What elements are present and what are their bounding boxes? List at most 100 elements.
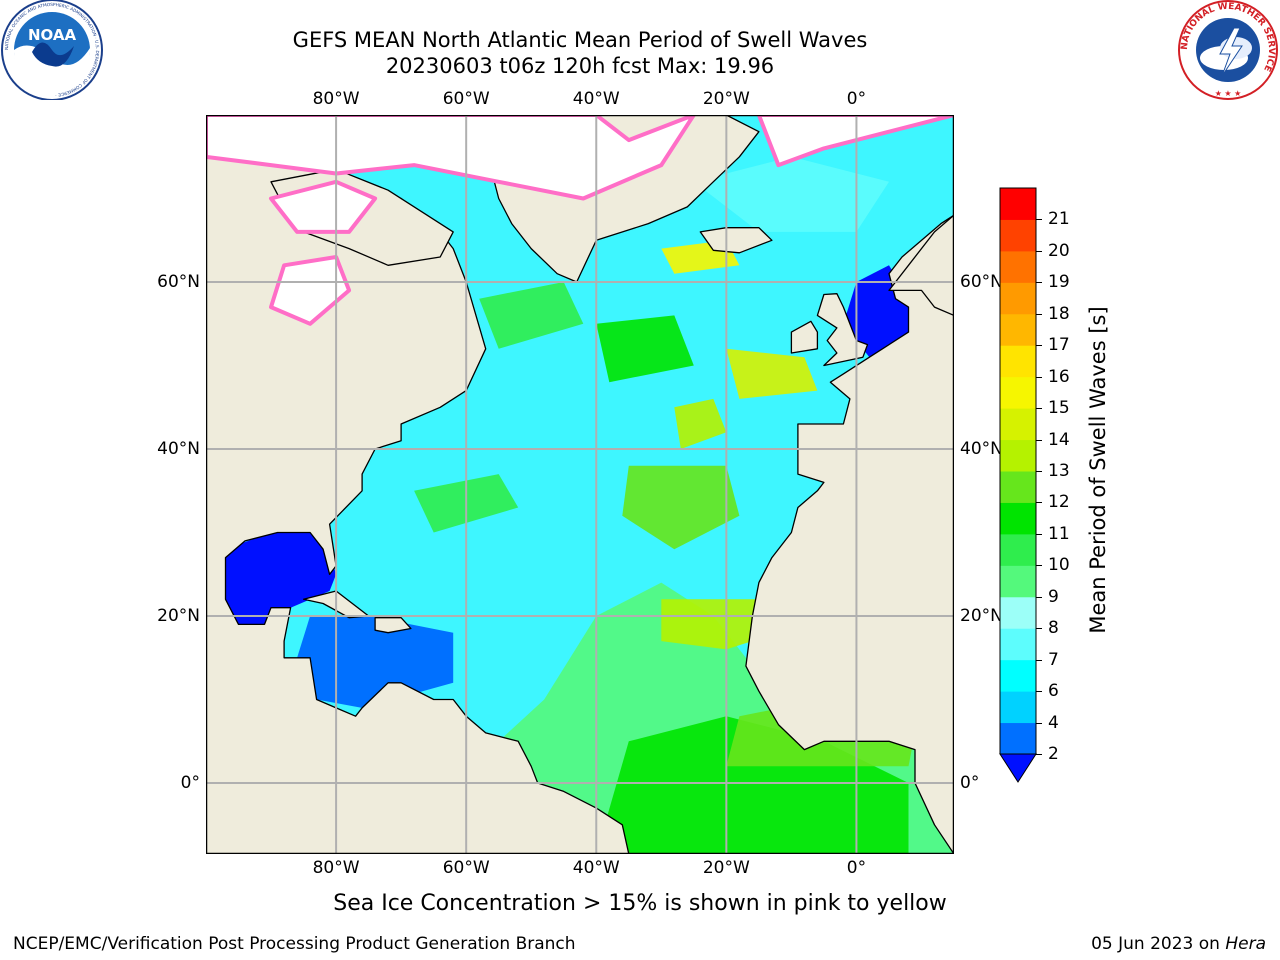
colorbar-segment [1000,439,1036,472]
colorbar-tick-label: 7 [1048,649,1059,670]
map-frame [206,115,954,854]
lon-tick-label-top: 40°W [572,89,620,109]
land-scandinavia-patch [888,214,954,317]
lat-tick-label-right: 0° [960,773,980,794]
map-title: GEFS MEAN North Atlantic Mean Period of … [292,28,868,52]
colorbar-tick-label: 20 [1048,240,1070,261]
swell-region [622,465,740,550]
colorbar-tick-label: 9 [1048,586,1059,607]
lon-tick-label-bottom: 60°W [442,858,490,878]
lat-tick-label-left: 60°N [157,272,200,292]
lat-tick-label-left: 20°N [157,606,200,627]
colorbar-segment [1000,313,1036,346]
colorbar-segment [1000,628,1036,661]
land-hispaniola [374,617,412,634]
colorbar-segment [1000,471,1036,503]
colorbar-segment [1000,722,1036,755]
colorbar-tick-mark [1036,408,1042,410]
lat-tick-label-left: 40°N [157,439,200,459]
noaa-logo: NATIONAL OCEANIC AND ATMOSPHERIC ADMINIS… [1,0,103,100]
lat-tick-label-right: 60°N [960,272,1003,292]
colorbar-segment [1000,188,1036,220]
colorbar-segment [1000,408,1036,441]
colorbar-tick-label: 8 [1048,618,1059,639]
lat-tick-label-left: 0° [180,773,200,794]
swell-region [479,282,584,349]
map-subtitle: 20230603 t06z 120h fcst Max: 19.96 [385,54,775,78]
land-ireland [790,320,819,354]
colorbar-segment [1000,345,1036,378]
colorbar-tick-label: 13 [1048,461,1070,481]
colorbar-tick-label: 16 [1048,366,1070,387]
colorbar-tick-label: 10 [1048,555,1070,576]
colorbar-segment [1000,282,1036,315]
lon-tick-label-bottom: 0° [846,858,867,878]
colorbar-tick-mark [1036,533,1042,535]
footer-credit: NCEP/EMC/Verification Post Processing Pr… [13,934,576,954]
lat-tick-label-right: 40°N [960,439,1003,459]
colorbar-tick-mark [1036,250,1042,252]
footer-date: 05 Jun 2023 on Hera [1091,934,1266,954]
colorbar-tick-mark [1036,376,1042,378]
footer-machine: Hera [1225,934,1266,954]
lon-tick-label-bottom: 40°W [572,858,620,878]
colorbar-segment [1000,376,1036,409]
colorbar-segment [1000,250,1036,283]
lon-tick-label-top: 20°W [702,89,750,109]
colorbar-segment [1000,502,1036,535]
colorbar-extend-min [999,753,1037,783]
swell-region [674,398,727,449]
land-britain [816,293,869,367]
sea-ice-caption: Sea Ice Concentration > 15% is shown in … [333,891,947,916]
colorbar-tick-label: 6 [1048,681,1059,702]
colorbar-tick-label: 12 [1048,492,1070,513]
lon-tick-label-bottom: 20°W [702,858,750,878]
colorbar-segment [1000,533,1036,566]
colorbar-tick-label: 2 [1048,744,1059,764]
swell-region-gulf [225,532,337,625]
colorbar-tick-mark [1036,565,1042,567]
colorbar-label: Mean Period of Swell Waves [s] [1086,306,1110,634]
graticule [206,115,954,854]
colorbar-segment [1000,565,1036,598]
colorbar-segment [1000,659,1036,692]
swell-period-map [206,115,954,854]
colorbar-tick-mark [1036,691,1042,693]
swell-region [693,156,889,232]
sea-ice-overlay [206,115,954,326]
colorbar-tick-mark [1036,722,1042,724]
sea-ice-area [269,255,352,326]
footer-date-text: 05 Jun 2023 on [1091,934,1226,954]
colorbar-tick-mark [1036,628,1042,630]
colorbar-tick-mark [1036,502,1042,504]
noaa-logo-text: NOAA [28,26,77,44]
colorbar-tick-label: 18 [1048,303,1070,324]
colorbar [999,187,1037,783]
svg-text:★ ★ ★: ★ ★ ★ [1215,89,1242,98]
colorbar-tick-label: 15 [1048,398,1070,419]
colorbar-tick-mark [1036,439,1042,441]
colorbar-segment [1000,691,1036,724]
colorbar-tick-label: 4 [1048,712,1059,733]
colorbar-tick-label: 14 [1048,429,1070,450]
lat-tick-label-right: 20°N [960,606,1003,627]
colorbar-tick-label: 11 [1048,523,1070,544]
colorbar-tick-mark [1036,282,1042,284]
lon-tick-label-top: 60°W [442,89,490,109]
lon-tick-label-bottom: 80°W [312,858,360,878]
nws-logo: NATIONAL WEATHER SERVICE ★ ★ ★ [1178,0,1278,100]
colorbar-tick-mark [1036,754,1042,755]
lon-tick-label-top: 80°W [312,89,360,109]
colorbar-tick-label: 17 [1048,335,1070,356]
lon-tick-label-top: 0° [846,89,867,109]
colorbar-tick-label: 21 [1048,209,1070,230]
colorbar-tick-mark [1036,471,1042,472]
colorbar-segment [1000,596,1036,629]
colorbar-tick-mark [1036,313,1042,315]
colorbar-segment [1000,219,1036,252]
sea-ice-area [206,115,696,201]
colorbar-tick-label: 19 [1048,272,1070,293]
land-africa-europe [745,214,954,854]
swell-region [596,315,694,383]
colorbar-tick-mark [1036,345,1042,347]
